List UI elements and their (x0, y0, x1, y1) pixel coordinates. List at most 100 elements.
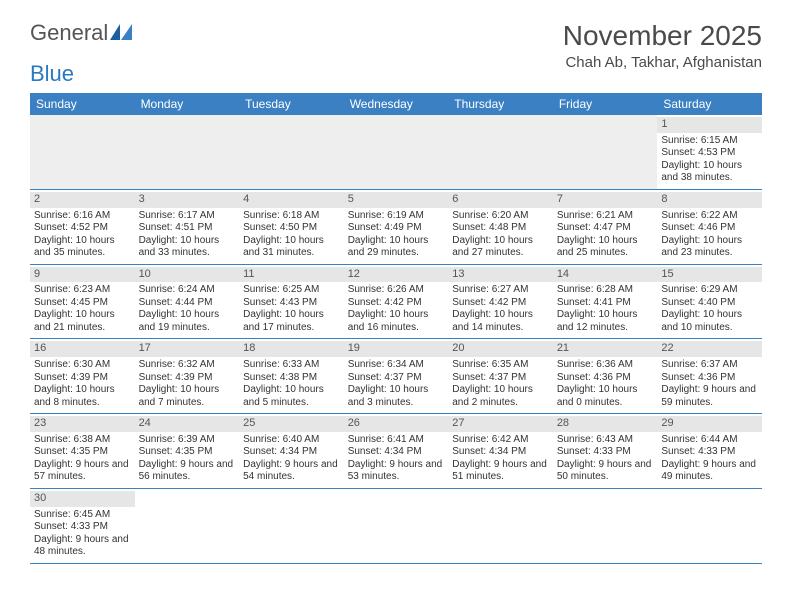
calendar-cell: 3Sunrise: 6:17 AMSunset: 4:51 PMDaylight… (135, 189, 240, 264)
sunset-text: Sunset: 4:34 PM (348, 446, 445, 459)
sunset-text: Sunset: 4:46 PM (661, 222, 758, 235)
day-number: 29 (657, 416, 762, 432)
sunset-text: Sunset: 4:40 PM (661, 297, 758, 310)
sunrise-text: Sunrise: 6:43 AM (557, 434, 654, 447)
day-number: 6 (448, 192, 553, 208)
calendar-cell (448, 488, 553, 563)
weekday-header: Thursday (448, 93, 553, 115)
daylight-text: Daylight: 10 hours and 21 minutes. (34, 309, 131, 334)
calendar-body: 1Sunrise: 6:15 AMSunset: 4:53 PMDaylight… (30, 115, 762, 563)
sunrise-text: Sunrise: 6:36 AM (557, 359, 654, 372)
daylight-text: Daylight: 9 hours and 57 minutes. (34, 459, 131, 484)
day-number: 11 (239, 267, 344, 283)
sunset-text: Sunset: 4:33 PM (34, 521, 131, 534)
calendar-cell (553, 488, 658, 563)
daylight-text: Daylight: 10 hours and 2 minutes. (452, 384, 549, 409)
calendar-cell: 13Sunrise: 6:27 AMSunset: 4:42 PMDayligh… (448, 264, 553, 339)
sunset-text: Sunset: 4:37 PM (348, 372, 445, 385)
day-number: 20 (448, 341, 553, 357)
sunrise-text: Sunrise: 6:17 AM (139, 210, 236, 223)
sunset-text: Sunset: 4:33 PM (557, 446, 654, 459)
sunset-text: Sunset: 4:38 PM (243, 372, 340, 385)
calendar-cell: 20Sunrise: 6:35 AMSunset: 4:37 PMDayligh… (448, 339, 553, 414)
daylight-text: Daylight: 10 hours and 16 minutes. (348, 309, 445, 334)
sunrise-text: Sunrise: 6:38 AM (34, 434, 131, 447)
daylight-text: Daylight: 10 hours and 33 minutes. (139, 235, 236, 260)
calendar-cell: 21Sunrise: 6:36 AMSunset: 4:36 PMDayligh… (553, 339, 658, 414)
daylight-text: Daylight: 10 hours and 35 minutes. (34, 235, 131, 260)
calendar-cell: 8Sunrise: 6:22 AMSunset: 4:46 PMDaylight… (657, 189, 762, 264)
sunrise-text: Sunrise: 6:35 AM (452, 359, 549, 372)
sunset-text: Sunset: 4:35 PM (34, 446, 131, 459)
weekday-header: Monday (135, 93, 240, 115)
calendar-row: 16Sunrise: 6:30 AMSunset: 4:39 PMDayligh… (30, 339, 762, 414)
calendar-cell: 7Sunrise: 6:21 AMSunset: 4:47 PMDaylight… (553, 189, 658, 264)
page: General November 2025 Chah Ab, Takhar, A… (0, 0, 792, 584)
day-number: 5 (344, 192, 449, 208)
day-number: 18 (239, 341, 344, 357)
sunset-text: Sunset: 4:45 PM (34, 297, 131, 310)
calendar-cell: 9Sunrise: 6:23 AMSunset: 4:45 PMDaylight… (30, 264, 135, 339)
day-number: 28 (553, 416, 658, 432)
sunrise-text: Sunrise: 6:37 AM (661, 359, 758, 372)
calendar-cell (30, 115, 135, 189)
daylight-text: Daylight: 10 hours and 8 minutes. (34, 384, 131, 409)
day-number: 16 (30, 341, 135, 357)
daylight-text: Daylight: 10 hours and 27 minutes. (452, 235, 549, 260)
calendar-cell: 25Sunrise: 6:40 AMSunset: 4:34 PMDayligh… (239, 414, 344, 489)
daylight-text: Daylight: 10 hours and 12 minutes. (557, 309, 654, 334)
day-number: 30 (30, 491, 135, 507)
calendar-row: 1Sunrise: 6:15 AMSunset: 4:53 PMDaylight… (30, 115, 762, 189)
calendar-cell: 28Sunrise: 6:43 AMSunset: 4:33 PMDayligh… (553, 414, 658, 489)
day-number: 25 (239, 416, 344, 432)
sunset-text: Sunset: 4:44 PM (139, 297, 236, 310)
sunset-text: Sunset: 4:34 PM (452, 446, 549, 459)
daylight-text: Daylight: 9 hours and 59 minutes. (661, 384, 758, 409)
calendar-cell: 27Sunrise: 6:42 AMSunset: 4:34 PMDayligh… (448, 414, 553, 489)
weekday-header: Wednesday (344, 93, 449, 115)
day-number: 7 (553, 192, 658, 208)
sunrise-text: Sunrise: 6:19 AM (348, 210, 445, 223)
sunrise-text: Sunrise: 6:41 AM (348, 434, 445, 447)
calendar-cell: 23Sunrise: 6:38 AMSunset: 4:35 PMDayligh… (30, 414, 135, 489)
calendar-cell: 16Sunrise: 6:30 AMSunset: 4:39 PMDayligh… (30, 339, 135, 414)
daylight-text: Daylight: 10 hours and 0 minutes. (557, 384, 654, 409)
daylight-text: Daylight: 10 hours and 19 minutes. (139, 309, 236, 334)
daylight-text: Daylight: 9 hours and 48 minutes. (34, 534, 131, 559)
weekday-header: Saturday (657, 93, 762, 115)
sunrise-text: Sunrise: 6:18 AM (243, 210, 340, 223)
sunrise-text: Sunrise: 6:23 AM (34, 284, 131, 297)
calendar-row: 23Sunrise: 6:38 AMSunset: 4:35 PMDayligh… (30, 414, 762, 489)
sunrise-text: Sunrise: 6:26 AM (348, 284, 445, 297)
calendar-table: Sunday Monday Tuesday Wednesday Thursday… (30, 93, 762, 564)
daylight-text: Daylight: 10 hours and 7 minutes. (139, 384, 236, 409)
calendar-cell: 15Sunrise: 6:29 AMSunset: 4:40 PMDayligh… (657, 264, 762, 339)
daylight-text: Daylight: 10 hours and 38 minutes. (661, 160, 758, 185)
calendar-cell: 22Sunrise: 6:37 AMSunset: 4:36 PMDayligh… (657, 339, 762, 414)
daylight-text: Daylight: 10 hours and 14 minutes. (452, 309, 549, 334)
calendar-cell: 1Sunrise: 6:15 AMSunset: 4:53 PMDaylight… (657, 115, 762, 189)
calendar-row: 9Sunrise: 6:23 AMSunset: 4:45 PMDaylight… (30, 264, 762, 339)
sunrise-text: Sunrise: 6:27 AM (452, 284, 549, 297)
calendar-cell: 26Sunrise: 6:41 AMSunset: 4:34 PMDayligh… (344, 414, 449, 489)
daylight-text: Daylight: 10 hours and 3 minutes. (348, 384, 445, 409)
calendar-cell: 12Sunrise: 6:26 AMSunset: 4:42 PMDayligh… (344, 264, 449, 339)
sunrise-text: Sunrise: 6:22 AM (661, 210, 758, 223)
daylight-text: Daylight: 9 hours and 54 minutes. (243, 459, 340, 484)
daylight-text: Daylight: 10 hours and 17 minutes. (243, 309, 340, 334)
calendar-cell (448, 115, 553, 189)
day-number: 1 (657, 117, 762, 133)
calendar-cell: 6Sunrise: 6:20 AMSunset: 4:48 PMDaylight… (448, 189, 553, 264)
calendar-cell (135, 115, 240, 189)
calendar-cell (553, 115, 658, 189)
sunset-text: Sunset: 4:51 PM (139, 222, 236, 235)
daylight-text: Daylight: 9 hours and 51 minutes. (452, 459, 549, 484)
calendar-cell: 19Sunrise: 6:34 AMSunset: 4:37 PMDayligh… (344, 339, 449, 414)
day-number: 15 (657, 267, 762, 283)
sunrise-text: Sunrise: 6:40 AM (243, 434, 340, 447)
sunset-text: Sunset: 4:36 PM (557, 372, 654, 385)
sunset-text: Sunset: 4:39 PM (34, 372, 131, 385)
day-number: 26 (344, 416, 449, 432)
weekday-header: Friday (553, 93, 658, 115)
sunset-text: Sunset: 4:43 PM (243, 297, 340, 310)
